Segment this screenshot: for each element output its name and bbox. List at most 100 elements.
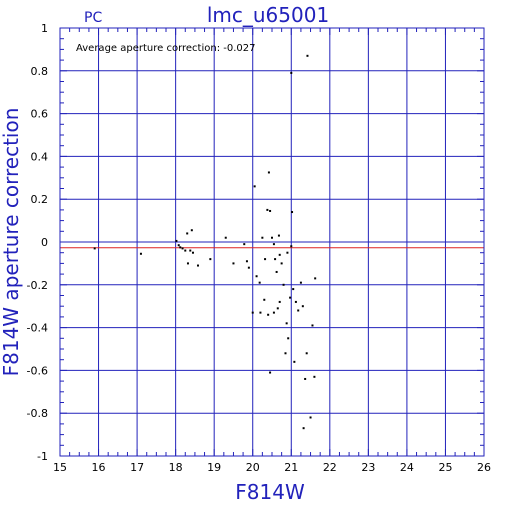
data-point [282, 283, 285, 286]
data-point [284, 352, 287, 355]
data-point [302, 427, 305, 430]
y-tick-label: 0.6 [31, 108, 49, 121]
data-point [289, 296, 292, 299]
data-point [301, 305, 304, 308]
data-point [186, 262, 189, 265]
data-point [261, 236, 264, 239]
data-point [271, 236, 273, 239]
data-point [181, 247, 184, 250]
data-point [294, 300, 297, 303]
data-point [290, 71, 293, 74]
data-point [93, 247, 96, 250]
data-point [272, 243, 275, 246]
y-tick-label: -0.6 [27, 364, 48, 377]
data-point [304, 377, 307, 380]
data-point [224, 236, 227, 239]
y-tick-label: -1 [37, 450, 48, 463]
data-point [189, 249, 192, 252]
plot-frame [59, 27, 485, 457]
data-point [274, 258, 277, 261]
data-point [269, 209, 272, 212]
data-point [266, 208, 269, 211]
data-point [291, 211, 294, 214]
data-point [209, 258, 212, 261]
data-point [139, 252, 142, 255]
x-tick-label: 18 [169, 461, 183, 474]
data-points [93, 54, 317, 430]
data-point [275, 270, 278, 273]
ticks [59, 27, 485, 457]
data-point [264, 258, 267, 261]
data-point [196, 264, 199, 267]
data-point [287, 337, 290, 340]
data-point [267, 171, 270, 174]
data-point [305, 352, 308, 355]
data-point [311, 324, 314, 327]
data-point [278, 300, 281, 303]
data-point [306, 54, 309, 57]
data-point [280, 262, 283, 265]
data-point [286, 251, 289, 254]
y-axis-label: F814W aperture correction [0, 108, 23, 377]
chart-title: lmc_u65001 [207, 3, 329, 27]
x-axis-label: F814W [235, 480, 305, 504]
y-tick-label: 0.4 [31, 150, 49, 163]
y-tick-label: -0.4 [27, 322, 48, 335]
x-tick-label: 24 [400, 461, 414, 474]
data-point [309, 416, 312, 419]
annotation: Average aperture correction: -0.027 [76, 43, 256, 54]
tick-labels: 15 16 17 18 19 20 21 22 23 24 25 26 -1 -0.8 -0.6 -0.4 -0… [27, 22, 491, 474]
data-point [247, 266, 250, 269]
data-point [293, 360, 296, 363]
grid [60, 28, 484, 456]
data-point [290, 245, 293, 248]
data-point [292, 288, 295, 291]
data-point [243, 243, 246, 246]
data-point [255, 275, 258, 278]
data-point [191, 251, 194, 254]
x-tick-label: 17 [130, 461, 144, 474]
x-tick-label: 25 [438, 461, 452, 474]
y-tick-label: 1 [41, 22, 48, 35]
data-point [297, 309, 300, 312]
data-point [184, 249, 187, 252]
data-point [186, 232, 189, 235]
data-point [314, 277, 317, 280]
data-point [253, 185, 256, 188]
x-tick-label: 22 [323, 461, 337, 474]
x-tick-label: 20 [246, 461, 260, 474]
reference-lines [60, 241, 484, 249]
y-tick-label: 0.2 [31, 193, 49, 206]
data-point [177, 244, 180, 247]
data-point [175, 239, 178, 242]
data-point [259, 311, 262, 314]
data-point [278, 253, 281, 256]
x-tick-label: 15 [53, 461, 67, 474]
y-tick-label: 0 [41, 236, 48, 249]
data-point [263, 298, 266, 301]
y-tick-label: -0.8 [27, 407, 48, 420]
data-point [299, 281, 302, 284]
x-tick-label: 26 [477, 461, 491, 474]
x-tick-label: 21 [284, 461, 298, 474]
data-point [267, 313, 270, 316]
data-point [276, 307, 279, 310]
x-tick-label: 19 [207, 461, 221, 474]
y-tick-label: 0.8 [31, 65, 49, 78]
data-point [251, 311, 254, 314]
data-point [269, 371, 272, 374]
data-point [190, 229, 193, 232]
data-point [272, 311, 275, 314]
x-tick-label: 16 [92, 461, 106, 474]
data-point [245, 260, 248, 263]
data-point [277, 234, 280, 237]
data-point [285, 322, 288, 325]
data-point [258, 281, 261, 284]
data-point [179, 246, 182, 249]
data-point [232, 262, 235, 265]
y-tick-label: -0.2 [27, 279, 48, 292]
x-tick-label: 23 [361, 461, 375, 474]
panel-label: PC [84, 10, 102, 26]
data-point [313, 375, 316, 378]
